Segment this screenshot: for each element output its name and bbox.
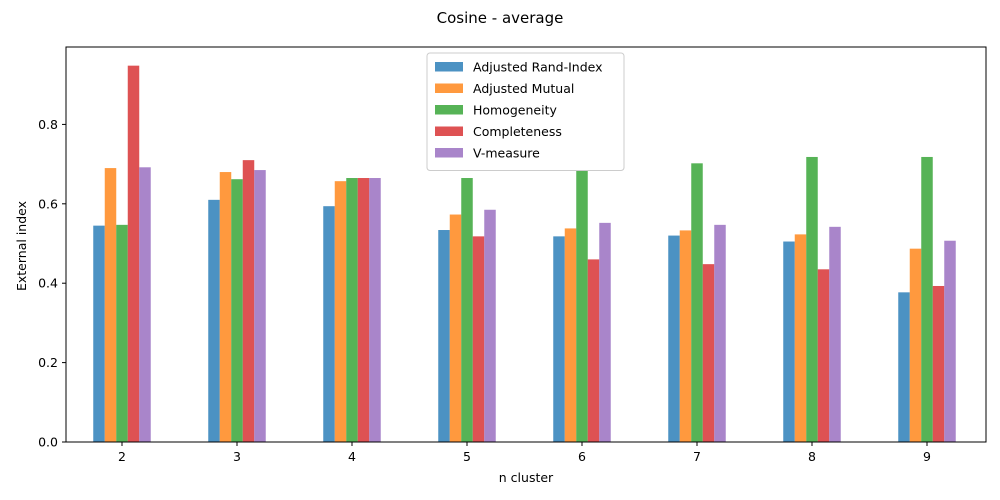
bar-v-measure-4	[369, 178, 381, 442]
x-tick-label: 6	[578, 449, 586, 464]
bar-adjusted-mutual-8	[794, 234, 807, 442]
legend-swatch	[435, 83, 463, 93]
bar-homogeneity-8	[806, 156, 818, 442]
chart-title: Cosine - average	[437, 9, 564, 27]
bar-adjusted-mutual-7	[679, 230, 692, 442]
bar-homogeneity-2	[116, 224, 128, 442]
x-axis-title: n cluster	[499, 470, 554, 485]
legend-swatch	[435, 62, 463, 72]
bar-completeness-8	[817, 269, 830, 442]
bar-completeness-3	[242, 160, 255, 442]
legend-label: Adjusted Rand-Index	[473, 60, 603, 75]
bar-adjusted-mutual-2	[104, 168, 117, 442]
x-axis-ticks: 2 3 4 5 6 7 8 9	[118, 442, 931, 464]
bar-adjusted-mutual-5	[449, 214, 462, 442]
bar-v-measure-2	[139, 167, 151, 443]
bar-homogeneity-4	[346, 178, 358, 442]
bar-v-measure-5	[484, 209, 496, 442]
legend: Adjusted Rand-Index Adjusted Mutual Homoge…	[426, 52, 625, 171]
legend-box	[426, 52, 625, 171]
y-tick-label: 0.4	[38, 276, 58, 291]
bar-v-measure-8	[829, 226, 841, 442]
x-tick-label: 5	[463, 449, 471, 464]
bar-homogeneity-6	[576, 170, 588, 442]
axes	[65, 46, 987, 443]
bar-v-measure-3	[254, 170, 266, 442]
y-tick-label: 0.8	[38, 117, 58, 132]
bar-adjusted-rand-index-4	[323, 206, 335, 442]
bar-completeness-4	[357, 178, 370, 442]
y-tick-label: 0.6	[38, 196, 58, 211]
bar-adjusted-rand-index-2	[93, 225, 105, 442]
bar-v-measure-7	[714, 224, 726, 442]
bar-homogeneity-9	[921, 156, 933, 442]
y-axis-title: External index	[14, 201, 29, 291]
x-tick-label: 2	[118, 449, 126, 464]
bar-completeness-5	[472, 236, 485, 442]
bar-adjusted-mutual-6	[564, 228, 577, 442]
legend-swatch	[435, 148, 463, 158]
x-tick-label: 8	[808, 449, 816, 464]
bars	[93, 65, 956, 443]
x-tick-label: 4	[348, 449, 356, 464]
bar-homogeneity-3	[231, 179, 243, 442]
bar-adjusted-mutual-4	[334, 181, 347, 442]
bar-completeness-6	[587, 259, 600, 442]
x-tick-label: 9	[923, 449, 931, 464]
legend-swatch	[435, 105, 463, 115]
x-tick-label: 7	[693, 449, 701, 464]
bar-completeness-7	[702, 264, 715, 442]
bar-adjusted-rand-index-8	[783, 241, 795, 442]
bar-adjusted-mutual-9	[909, 248, 922, 442]
bar-adjusted-mutual-3	[219, 172, 232, 443]
legend-swatch	[435, 126, 463, 136]
y-axis-ticks: 0.0 0.2 0.4 0.6 0.8	[38, 117, 66, 450]
bar-homogeneity-5	[461, 178, 473, 442]
x-tick-label: 3	[233, 449, 241, 464]
bar-adjusted-rand-index-9	[898, 292, 910, 442]
bar-adjusted-rand-index-6	[553, 236, 565, 442]
legend-label: V-measure	[473, 146, 540, 161]
y-tick-label: 0.0	[38, 435, 58, 450]
bar-completeness-9	[932, 285, 945, 442]
legend-label: Adjusted Mutual	[473, 81, 574, 96]
bar-completeness-2	[127, 65, 140, 442]
bar-adjusted-rand-index-5	[438, 230, 450, 442]
bar-v-measure-6	[599, 222, 611, 442]
legend-label: Completeness	[473, 124, 562, 139]
plot-frame	[65, 46, 987, 443]
bar-homogeneity-7	[691, 163, 703, 442]
bar-adjusted-rand-index-3	[208, 199, 220, 442]
y-tick-label: 0.2	[38, 355, 58, 370]
bar-adjusted-rand-index-7	[668, 235, 680, 442]
bar-v-measure-9	[944, 240, 956, 442]
legend-label: Homogeneity	[473, 103, 557, 118]
